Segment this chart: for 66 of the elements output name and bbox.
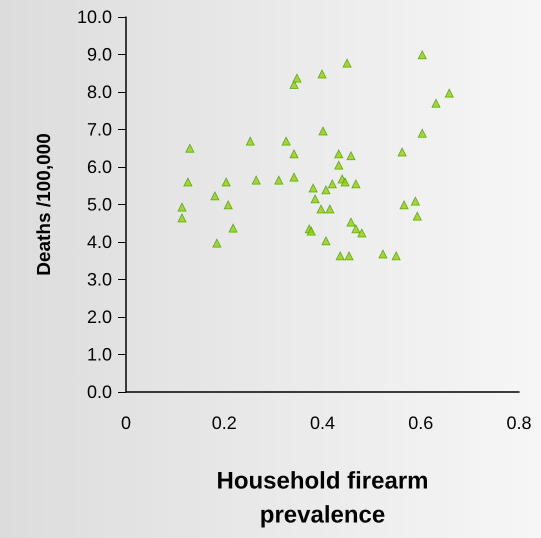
point xyxy=(274,176,284,185)
y-tick-label: 5.0 xyxy=(86,194,112,214)
y-tick-label: 6.0 xyxy=(86,157,112,177)
point xyxy=(400,200,408,210)
point xyxy=(352,179,360,188)
point xyxy=(308,184,318,192)
point xyxy=(392,251,401,260)
point xyxy=(246,136,255,146)
point xyxy=(432,98,440,108)
point xyxy=(378,250,388,258)
point xyxy=(282,136,291,146)
point xyxy=(210,191,220,200)
point xyxy=(344,251,354,260)
y-tick-label: 0.0 xyxy=(86,382,112,402)
point xyxy=(346,151,356,160)
x-tick-label: 0.2 xyxy=(212,413,237,433)
point xyxy=(334,160,344,170)
point xyxy=(334,149,344,158)
point xyxy=(398,148,406,156)
y-tick-label: 8.0 xyxy=(86,82,112,102)
point xyxy=(290,80,298,89)
point xyxy=(178,202,186,212)
point xyxy=(322,236,330,246)
point xyxy=(346,218,356,227)
point xyxy=(290,149,298,158)
x-tick-label: 0 xyxy=(120,413,132,433)
x-tick-label: 0.4 xyxy=(310,413,336,433)
y-tick-label: 3.0 xyxy=(86,270,112,290)
y-axis-title: Deaths /100,000 xyxy=(34,133,55,276)
point xyxy=(212,238,222,248)
x-axis-title: Household firearm prevalence xyxy=(216,468,429,528)
point xyxy=(410,196,420,206)
point xyxy=(184,178,192,186)
y-tick-label: 1.0 xyxy=(86,344,112,364)
point xyxy=(252,176,261,185)
point xyxy=(318,70,326,78)
point xyxy=(318,126,328,136)
point xyxy=(444,88,454,98)
point xyxy=(328,179,337,188)
point xyxy=(292,74,302,83)
point xyxy=(352,224,360,234)
y-tick-label: 2.0 xyxy=(86,307,112,327)
y-tick-label: 4.0 xyxy=(86,232,112,252)
point xyxy=(316,204,326,214)
x-tick-label: 0.8 xyxy=(506,413,532,433)
point xyxy=(418,50,427,60)
point xyxy=(418,128,427,138)
y-tick-label: 9.0 xyxy=(86,44,112,64)
y-tick-label: 7.0 xyxy=(86,120,112,140)
point xyxy=(322,185,330,194)
point xyxy=(310,194,320,204)
point xyxy=(178,214,186,222)
x-tick-label: 0.6 xyxy=(408,413,434,433)
point xyxy=(336,251,345,260)
point xyxy=(306,226,316,236)
point xyxy=(342,58,352,68)
point xyxy=(224,200,233,210)
point xyxy=(185,144,194,153)
point xyxy=(340,178,350,186)
point xyxy=(325,204,334,214)
point xyxy=(412,212,422,221)
point xyxy=(290,172,298,182)
point xyxy=(222,178,231,186)
y-tick-label: 10.0 xyxy=(76,7,112,27)
point xyxy=(228,224,238,233)
point xyxy=(357,228,366,238)
